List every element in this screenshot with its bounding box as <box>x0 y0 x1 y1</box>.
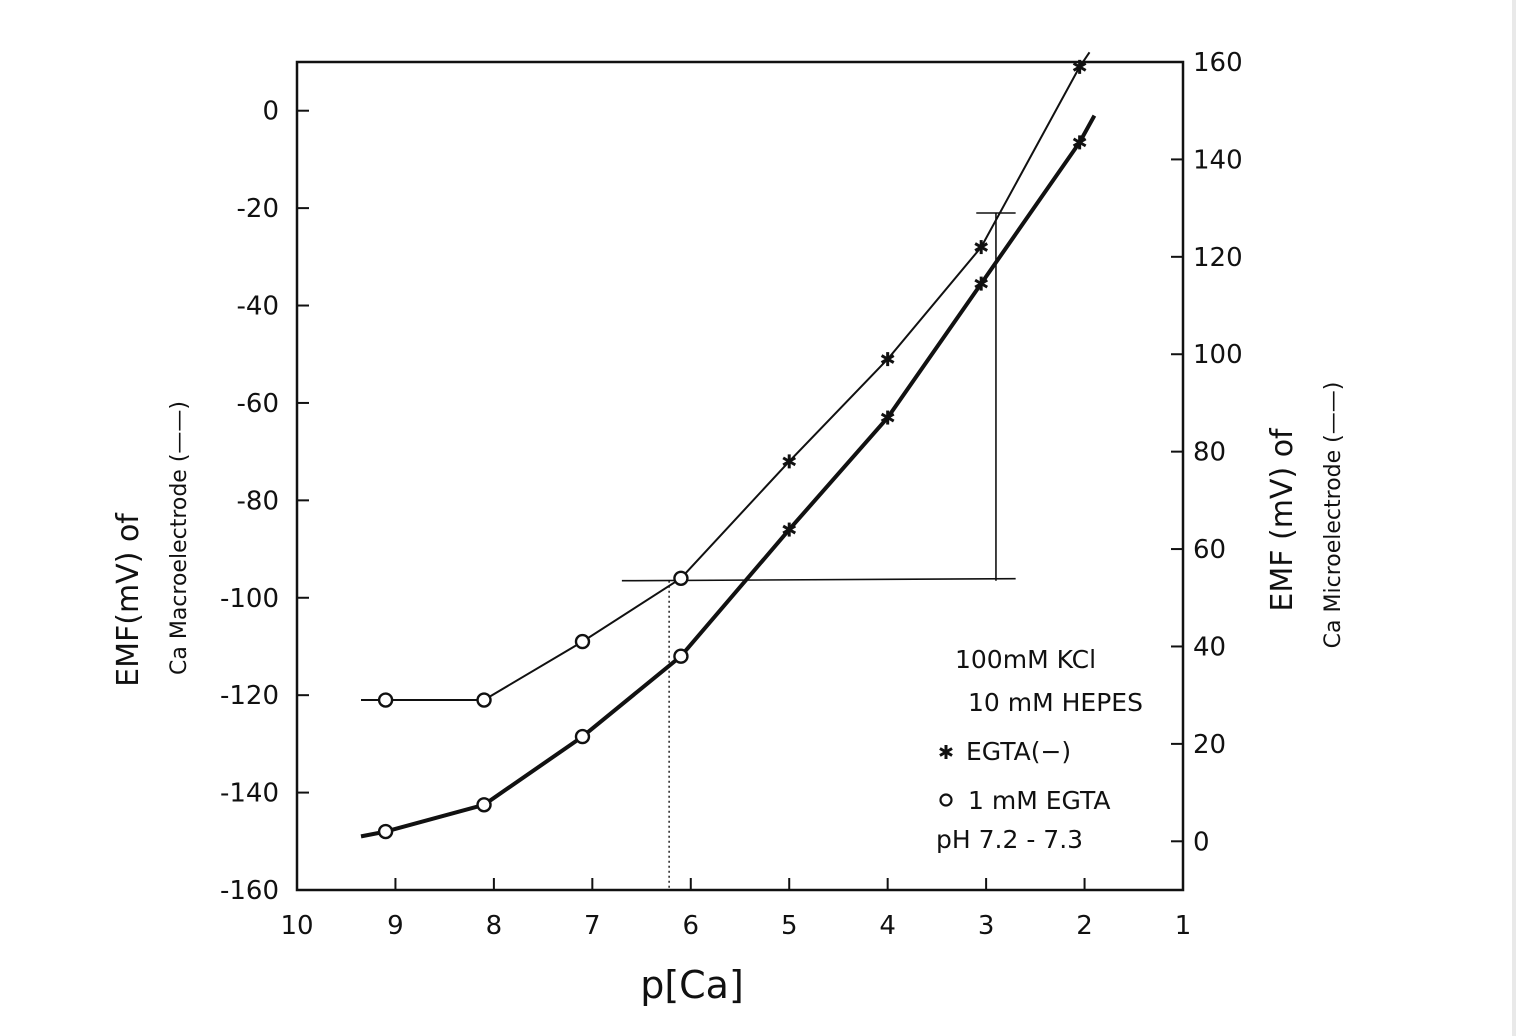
series-2-circle-point <box>377 823 394 840</box>
series-2-circle-point <box>673 648 689 664</box>
legend: 100mM KCl 10 mM HEPES EGTA(−) 1 mM EGTA … <box>936 645 1143 854</box>
series-2-star-point <box>974 276 989 291</box>
y-left-tick-label: -140 <box>220 779 279 809</box>
x-tick-label: 5 <box>781 911 798 941</box>
x-tick-label: 7 <box>584 911 601 941</box>
series-1-circle-point <box>574 633 591 650</box>
series-layer <box>360 51 1097 840</box>
y-right-tick-label: 20 <box>1193 730 1226 760</box>
y-right-tick-label: 120 <box>1193 243 1243 273</box>
series-1-circle-point <box>476 692 492 708</box>
scan-edge <box>1512 0 1516 1036</box>
series-1-line <box>361 51 1091 701</box>
legend-hepes: 10 mM HEPES <box>968 688 1143 717</box>
plot-border <box>295 60 1185 892</box>
y-left-tick-label: -40 <box>237 292 279 322</box>
y-axis-title-right-line2: Ca Microelectrode (——) <box>1321 382 1346 649</box>
plot-frame <box>295 60 1185 892</box>
x-tick-label: 6 <box>683 911 700 941</box>
y-right-tick-label: 140 <box>1193 145 1243 175</box>
y-axis-title-left-line1: EMF(mV) of <box>111 512 146 687</box>
legend-kcl: 100mM KCl <box>955 645 1096 674</box>
y-right-tick-label: 0 <box>1193 827 1210 857</box>
legend-egta-minus: EGTA(−) <box>966 737 1071 766</box>
series-1-star-point <box>880 352 895 367</box>
x-tick-label: 4 <box>879 911 896 941</box>
y-axis-title-right-line1: EMF (mV) of <box>1265 427 1300 612</box>
series-2-star-point <box>782 522 797 537</box>
series-1-star-point <box>782 454 797 469</box>
x-tick-label: 1 <box>1175 911 1192 941</box>
series-1-star-point <box>974 240 989 255</box>
x-tick-label: 3 <box>978 911 995 941</box>
series-1-circle-point <box>673 570 689 586</box>
y-left-tick-label: 0 <box>262 97 279 127</box>
y-axis-title-left-line2: Ca Macroelectrode (——) <box>167 401 192 675</box>
y-left-tick-label: -20 <box>237 194 279 224</box>
series-1-star-point <box>1072 59 1087 74</box>
calibration-guides <box>621 212 1016 890</box>
y-left-tick-label: -100 <box>220 584 279 614</box>
series-2-star-point <box>880 410 895 425</box>
y-right-tick-label: 80 <box>1193 438 1226 468</box>
x-axis-title: p[Ca] <box>640 963 744 1007</box>
x-tick-label: 9 <box>387 911 404 941</box>
x-tick-label: 2 <box>1076 911 1093 941</box>
legend-egta-1mm: 1 mM EGTA <box>968 786 1110 815</box>
y-right-tick-label: 60 <box>1193 535 1226 565</box>
series-1-circle-point <box>377 692 394 708</box>
legend-ph: pH 7.2 - 7.3 <box>936 825 1083 854</box>
series-2-circle-point <box>476 797 492 813</box>
x-tick-label: 8 <box>486 911 503 941</box>
legend-star-marker <box>939 745 953 759</box>
y-right-tick-label: 100 <box>1193 340 1243 370</box>
y-right-tick-label: 40 <box>1193 632 1226 662</box>
y-left-tick-label: -60 <box>237 389 279 419</box>
tick-layer: 10 9 8 7 6 5 4 3 2 10-20-40-60-80-100-120-140-160… <box>220 48 1243 941</box>
legend-star-glyph <box>939 745 953 759</box>
y-left-tick-label: -160 <box>220 876 279 906</box>
y-left-tick-label: -80 <box>237 486 279 516</box>
series-2-line <box>360 114 1097 839</box>
series-2-circle-point <box>574 728 591 745</box>
series-2-star-point <box>1072 135 1087 150</box>
x-tick-label: 10 <box>280 911 313 941</box>
legend-circle-marker <box>939 793 953 807</box>
y-left-tick-label: -120 <box>220 681 279 711</box>
y-right-tick-label: 160 <box>1193 48 1243 78</box>
